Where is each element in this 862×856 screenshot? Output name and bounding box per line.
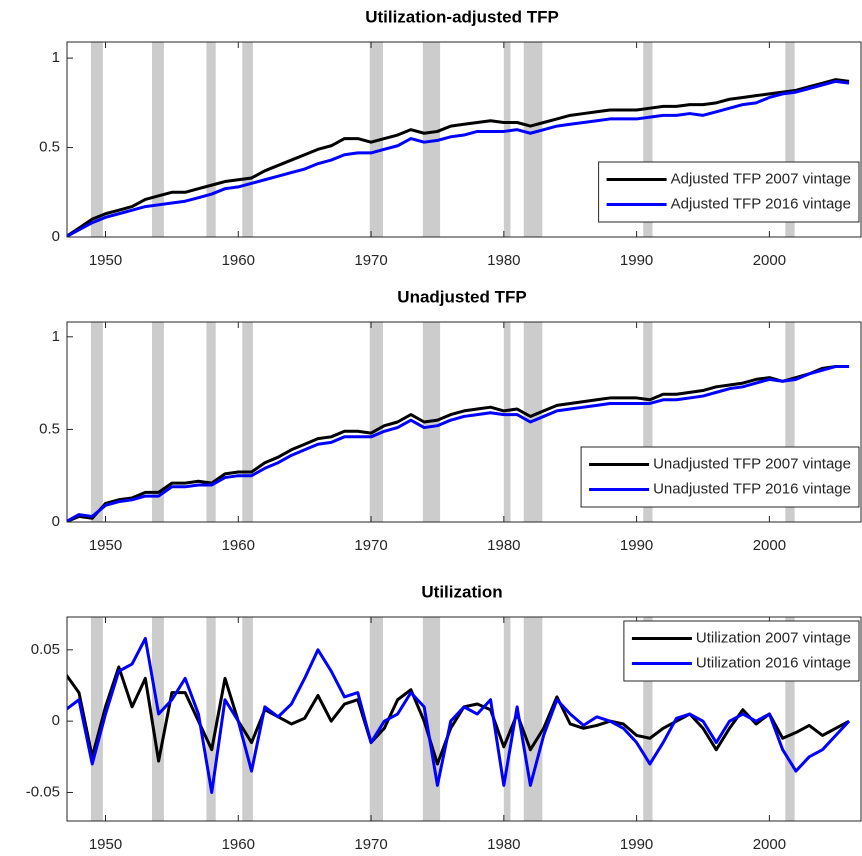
legend-label: Adjusted TFP 2007 vintage: [671, 170, 851, 187]
x-tick-label: 1980: [487, 537, 520, 554]
y-tick-label: 0.5: [39, 420, 60, 437]
recession-band: [151, 617, 164, 821]
legend-box: [623, 620, 860, 682]
legend-label: Unadjusted TFP 2016 vintage: [653, 480, 851, 497]
x-tick-label: 1990: [620, 537, 653, 554]
legend-label: Adjusted TFP 2016 vintage: [671, 195, 851, 212]
recession-band: [503, 42, 511, 237]
recession-band: [206, 617, 216, 821]
subplot: 0 0.5 1 1950 1960 1970 1980 1990 2000 Unadjusted …: [39, 287, 862, 554]
y-tick-label: 0.05: [31, 641, 60, 658]
recession-band: [785, 322, 795, 522]
y-tick-label: 0: [52, 228, 60, 245]
recession-band: [151, 42, 164, 237]
x-tick-label: 1960: [222, 252, 255, 269]
x-tick-label: 1960: [222, 836, 255, 853]
legend-box: [598, 161, 860, 223]
axes-box: [66, 616, 862, 822]
x-tick-label: 2000: [753, 252, 786, 269]
y-tick-label: 0: [52, 513, 60, 530]
axes-box: [66, 41, 862, 238]
x-tick-label: 2000: [753, 537, 786, 554]
recession-band: [369, 322, 384, 522]
y-tick-label: 1: [52, 49, 60, 66]
recession-band: [785, 617, 795, 821]
y-tick-label: 1: [52, 328, 60, 345]
chart-title: Utilization: [421, 582, 502, 601]
recession-band: [242, 322, 253, 522]
series-line: [67, 636, 851, 794]
x-tick-label: 1980: [487, 836, 520, 853]
recession-band: [206, 42, 216, 237]
recession-band: [90, 42, 103, 237]
subplot: 0 0.5 1 1950 1960 1970 1980 1990 2000 Utilization…: [39, 7, 862, 269]
recession-band: [503, 322, 511, 522]
recession-band: [523, 42, 543, 237]
legend-box: [580, 446, 860, 508]
series-line: [67, 364, 850, 522]
recession-band: [643, 322, 653, 522]
chart-title: Unadjusted TFP: [397, 287, 526, 306]
recession-band: [90, 617, 103, 821]
plot-content: [67, 617, 851, 821]
recession-band: [643, 42, 653, 237]
recession-band: [422, 42, 441, 237]
chart-title: Utilization-adjusted TFP: [365, 7, 559, 26]
recession-band: [151, 322, 164, 522]
recession-band: [369, 617, 384, 821]
recession-band: [643, 617, 653, 821]
x-tick-label: 1950: [89, 836, 122, 853]
x-tick-label: 1970: [354, 537, 387, 554]
x-tick-label: 1960: [222, 537, 255, 554]
recession-band: [503, 617, 511, 821]
legend: Adjusted TFP 2007 vintage Adjusted TFP 20…: [598, 161, 860, 223]
recession-band: [242, 42, 253, 237]
y-tick-label: 0: [52, 712, 60, 729]
recession-band: [206, 322, 216, 522]
series-line: [67, 79, 850, 237]
series-line: [67, 665, 850, 766]
x-tick-label: 2000: [753, 836, 786, 853]
legend: Utilization 2007 vintage Utilization 2016…: [623, 620, 860, 682]
recession-band: [523, 617, 543, 821]
y-tick-label: 0.5: [39, 139, 60, 156]
legend-label: Utilization 2007 vintage: [696, 629, 851, 646]
subplot: -0.05 0 0.05 1950 1960 1970 1980 1990 2000 Utiliz…: [26, 582, 862, 853]
recession-band: [90, 322, 103, 522]
x-tick-label: 1990: [620, 836, 653, 853]
series-line: [67, 364, 850, 522]
x-tick-label: 1970: [354, 836, 387, 853]
y-tick-label: -0.05: [26, 783, 60, 800]
legend: Unadjusted TFP 2007 vintage Unadjusted TF…: [580, 446, 860, 508]
recession-band: [785, 42, 795, 237]
x-tick-label: 1990: [620, 252, 653, 269]
legend-label: Unadjusted TFP 2007 vintage: [653, 455, 851, 472]
x-tick-label: 1970: [354, 252, 387, 269]
plot-content: [67, 42, 850, 237]
x-tick-label: 1950: [89, 252, 122, 269]
x-tick-label: 1950: [89, 537, 122, 554]
legend-label: Utilization 2016 vintage: [696, 654, 851, 671]
series-line: [67, 78, 850, 237]
x-tick-label: 1980: [487, 252, 520, 269]
recession-band: [242, 617, 253, 821]
axes-box: [66, 321, 862, 523]
plot-content: [67, 322, 850, 522]
